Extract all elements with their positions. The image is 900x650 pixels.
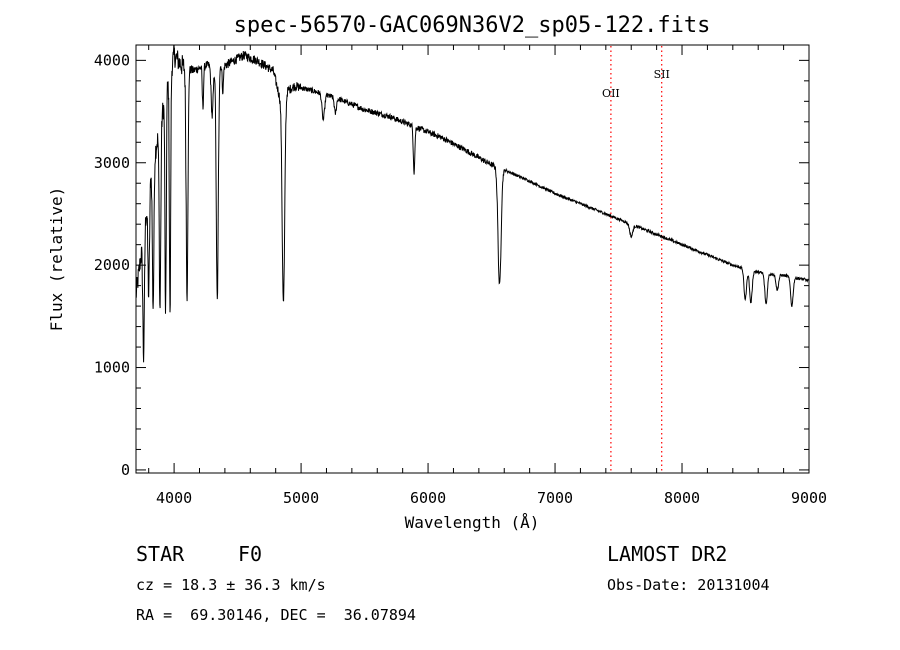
x-tick-label: 5000: [283, 489, 319, 507]
y-tick-label: 0: [121, 461, 130, 479]
y-tick-label: 3000: [94, 154, 130, 172]
spectrum-line: [135, 45, 810, 363]
y-tick-label: 2000: [94, 256, 130, 274]
x-tick-label: 7000: [537, 489, 573, 507]
obs-date: Obs-Date: 20131004: [607, 576, 770, 594]
x-tick-label: 9000: [791, 489, 827, 507]
x-tick-label: 4000: [156, 489, 192, 507]
line-marker-label: OII: [602, 87, 620, 100]
object-subclass: F0: [238, 542, 263, 566]
redshift-value: cz = 18.3 ± 36.3 km/s: [136, 576, 326, 594]
axis-ticks: 4000 5000 6000 7000 8000 9000 0 1000 2000 3000 400…: [94, 45, 827, 507]
survey-name: LAMOST DR2: [607, 542, 728, 566]
x-tick-label: 6000: [410, 489, 446, 507]
object-class: STAR: [136, 542, 185, 566]
x-axis-label: Wavelength (Å): [405, 513, 540, 532]
plot-frame: [135, 44, 810, 474]
line-markers: OII SII: [602, 46, 670, 472]
x-tick-label: 8000: [664, 489, 700, 507]
y-tick-label: 4000: [94, 51, 130, 69]
coordinates: RA = 69.30146, DEC = 36.07894: [136, 606, 416, 624]
y-axis-label: Flux (relative): [47, 187, 66, 332]
y-tick-label: 1000: [94, 359, 130, 377]
chart-title: spec-56570-GAC069N36V2_sp05-122.fits: [234, 13, 711, 38]
line-marker-label: SII: [654, 68, 670, 81]
